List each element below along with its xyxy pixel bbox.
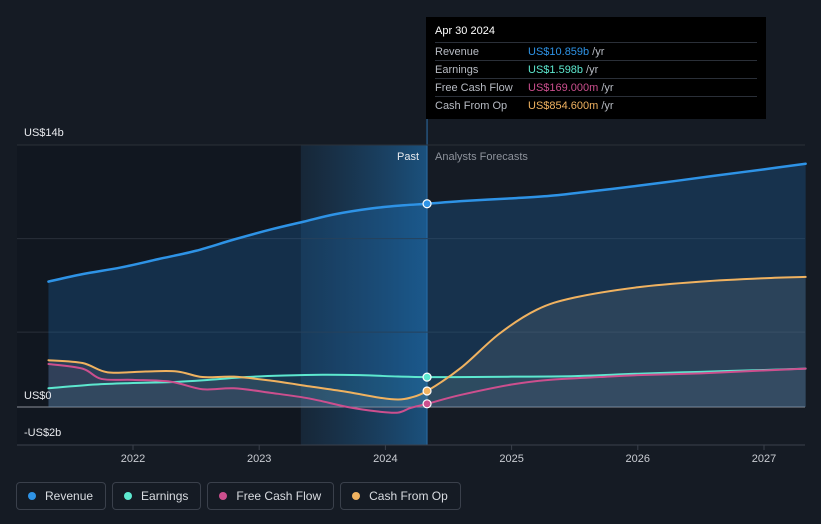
revenue-line: [47, 162, 807, 283]
legend-item-cash-from-op[interactable]: Cash From Op: [340, 482, 461, 510]
tooltip-metric-name: Revenue: [435, 45, 480, 58]
tooltip-row: Cash From Op US$854.600m/yr: [435, 96, 757, 114]
free-cash-flow-marker: [422, 399, 432, 409]
revenue-marker: [422, 199, 432, 209]
legend-dot-icon: [124, 492, 133, 500]
tooltip-row: Free Cash Flow US$169.000m/yr: [435, 78, 757, 96]
data-tooltip: Apr 30 2024 Revenue US$10.859b/yr Earnings…: [426, 17, 766, 119]
tooltip-metric-value: US$854.600m: [528, 99, 599, 112]
tooltip-metric-name: Free Cash Flow: [435, 81, 513, 94]
x-tick-label: 2022: [121, 453, 145, 465]
y-label-bottom: -US$2b: [24, 427, 61, 439]
tooltip-metric-value: US$10.859b: [528, 45, 590, 58]
forecast-label: Analysts Forecasts: [435, 151, 528, 163]
tooltip-row: Earnings US$1.598b/yr: [435, 60, 757, 78]
legend-label: Earnings: [141, 489, 189, 503]
earnings-marker: [422, 372, 432, 382]
tooltip-row: Revenue US$10.859b/yr: [435, 42, 757, 60]
past-label: Past: [397, 151, 419, 163]
tooltip-metric-name: Cash From Op: [435, 99, 508, 112]
tooltip-metric-unit: /yr: [601, 99, 614, 112]
legend-label: Revenue: [45, 489, 94, 503]
legend-dot-icon: [219, 492, 228, 500]
cash-from-op-marker: [422, 386, 432, 396]
legend-item-free-cash-flow[interactable]: Free Cash Flow: [207, 482, 335, 510]
x-tick-label: 2024: [373, 453, 397, 465]
chart-legend: Revenue Earnings Free Cash Flow Cash From O…: [16, 482, 461, 510]
tooltip-metric-name: Earnings: [435, 63, 479, 76]
cash-from-op-line: [47, 275, 807, 401]
x-tick-label: 2023: [247, 453, 271, 465]
tooltip-metric-value: US$169.000m: [528, 81, 599, 94]
tooltip-metric-unit: /yr: [601, 81, 614, 94]
tooltip-date: Apr 30 2024: [435, 25, 495, 37]
past-shade: [17, 145, 301, 445]
tooltip-metric-unit: /yr: [586, 63, 599, 76]
tooltip-metric-value: US$1.598b: [528, 63, 584, 76]
x-tick-label: 2026: [626, 453, 650, 465]
revenue-area: [48, 163, 806, 407]
x-tick-label: 2025: [499, 453, 523, 465]
legend-dot-icon: [352, 492, 361, 500]
legend-item-earnings[interactable]: Earnings: [112, 482, 202, 510]
free-cash-flow-line: [47, 362, 807, 414]
tooltip-metric-unit: /yr: [592, 45, 605, 58]
x-tick-label: 2027: [752, 453, 776, 465]
legend-label: Cash From Op: [369, 489, 448, 503]
y-label-zero: US$0: [24, 390, 52, 402]
legend-dot-icon: [28, 492, 36, 500]
legend-label: Free Cash Flow: [236, 489, 322, 503]
y-label-top: US$14b: [24, 127, 64, 139]
legend-item-revenue[interactable]: Revenue: [16, 482, 107, 510]
